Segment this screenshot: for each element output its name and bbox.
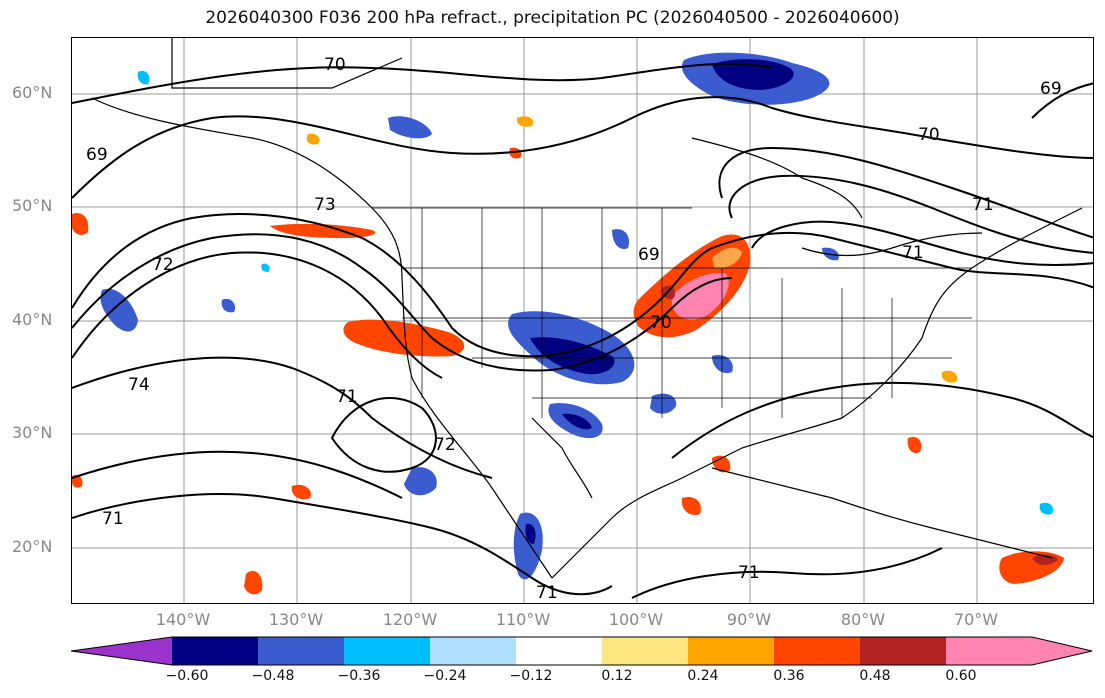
colorbar-swatch xyxy=(946,637,1032,665)
colorbar-swatch xyxy=(430,637,516,665)
contour-label: 71 xyxy=(972,195,994,215)
colorbar-label: −0.36 xyxy=(337,668,381,684)
lat-label-20n: 20°N xyxy=(12,537,53,556)
colorbar-swatch xyxy=(172,637,258,665)
colorbar-label: −0.60 xyxy=(165,668,209,684)
lon-label-80w: 80°W xyxy=(840,610,886,629)
contour-label: 72 xyxy=(434,435,456,455)
contour-label: 71 xyxy=(738,563,760,583)
colorbar-swatch xyxy=(860,637,946,665)
colorbar-label: 0.12 xyxy=(601,668,633,684)
contour-label: 71 xyxy=(102,509,124,529)
colorbar xyxy=(71,636,1093,666)
colorbar-swatch xyxy=(516,637,602,665)
precip-positive-areas xyxy=(72,116,1064,595)
colorbar-extend-low xyxy=(71,637,172,665)
contour-label: 72 xyxy=(152,255,174,275)
lon-label-120w: 120°W xyxy=(382,610,438,629)
map-title: 2026040300 F036 200 hPa refract., precip… xyxy=(205,8,900,28)
colorbar-swatch xyxy=(258,637,344,665)
contour-label: 71 xyxy=(536,583,558,603)
refractivity-contours xyxy=(72,62,1093,599)
contour-label: 70 xyxy=(650,313,672,333)
lon-label-100w: 100°W xyxy=(608,610,664,629)
lon-label-130w: 130°W xyxy=(268,610,324,629)
colorbar-label: 0.48 xyxy=(859,668,891,684)
colorbar-label: −0.12 xyxy=(509,668,553,684)
contour-label: 69 xyxy=(1040,79,1062,99)
colorbar-outline xyxy=(71,636,1093,666)
colorbar-label: −0.48 xyxy=(251,668,295,684)
lon-label-90w: 90°W xyxy=(726,610,772,629)
colorbar-label: 0.36 xyxy=(773,668,805,684)
map-panel: 70 69 73 72 74 71 72 71 70 69 70 69 71 7… xyxy=(71,37,1094,604)
colorbar-label: 0.60 xyxy=(945,668,977,684)
coastlines xyxy=(91,38,1083,579)
colorbar-swatch xyxy=(688,637,774,665)
lat-label-40n: 40°N xyxy=(12,310,53,329)
colorbar-swatch xyxy=(344,637,430,665)
contour-label: 71 xyxy=(336,387,358,407)
colorbar-extend-high xyxy=(1032,637,1092,665)
contour-label: 70 xyxy=(918,125,940,145)
colorbar-swatch xyxy=(602,637,688,665)
colorbar-label: 0.24 xyxy=(687,668,719,684)
contour-label: 73 xyxy=(314,195,336,215)
colorbar-label: −0.24 xyxy=(423,668,467,684)
lon-label-110w: 110°W xyxy=(495,610,551,629)
contour-label: 69 xyxy=(638,245,660,265)
lon-label-140w: 140°W xyxy=(155,610,211,629)
lon-label-70w: 70°W xyxy=(953,610,999,629)
contour-label: 69 xyxy=(86,145,108,165)
precip-negative-areas xyxy=(100,52,1054,580)
contour-label-group: 70 69 73 72 74 71 72 71 70 69 70 69 71 7… xyxy=(86,55,1062,603)
lat-label-50n: 50°N xyxy=(12,196,53,215)
lat-label-60n: 60°N xyxy=(12,83,53,102)
contour-label: 74 xyxy=(128,375,150,395)
contour-label: 70 xyxy=(324,55,346,75)
colorbar-swatch xyxy=(774,637,860,665)
map-canvas: 70 69 73 72 74 71 72 71 70 69 70 69 71 7… xyxy=(72,38,1093,603)
contour-label: 71 xyxy=(902,243,924,263)
lat-label-30n: 30°N xyxy=(12,423,53,442)
